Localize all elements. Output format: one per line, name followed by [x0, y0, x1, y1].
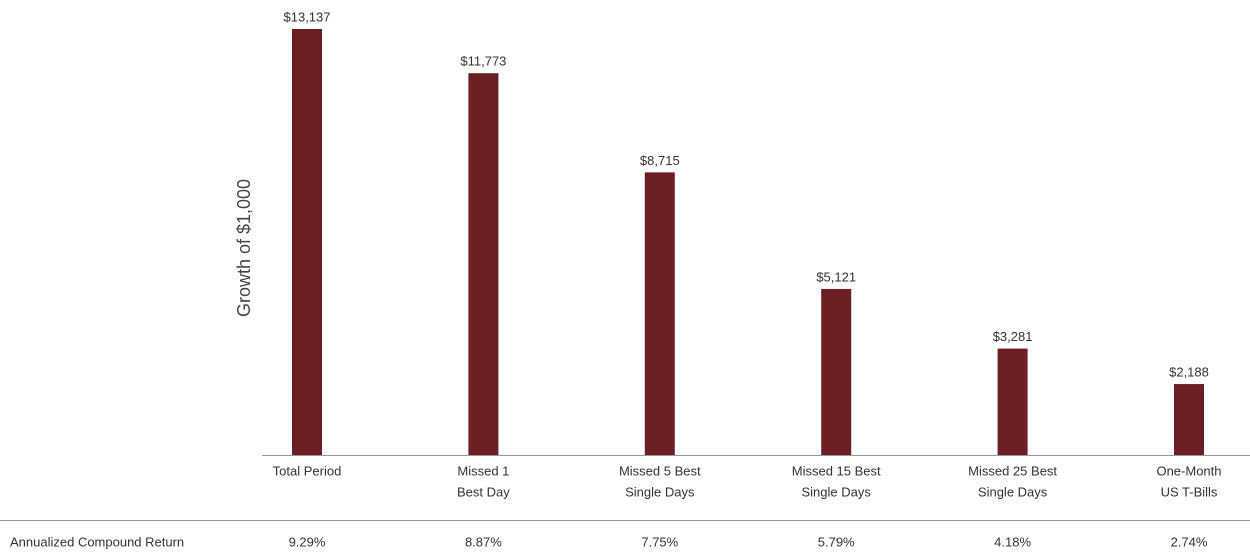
bar: [1174, 384, 1204, 455]
bar: [644, 172, 675, 455]
value-label: $11,773: [460, 54, 506, 69]
return-value: 2.74%: [1171, 534, 1208, 549]
x-tick-label: US T-Bills: [1161, 484, 1218, 499]
value-label: $2,188: [1169, 364, 1209, 379]
return-value: 9.29%: [289, 534, 326, 549]
y-axis-title: Growth of $1,000: [234, 179, 254, 317]
x-tick-label: Missed 5 Best: [619, 463, 701, 478]
bar: [821, 288, 852, 455]
return-value: 8.87%: [465, 534, 502, 549]
returns-row-label: Annualized Compound Return: [10, 534, 184, 549]
bar: [292, 28, 322, 455]
x-tick-label: Missed 25 Best: [968, 463, 1057, 478]
x-tick-label: Total Period: [273, 463, 342, 478]
x-tick-label: Best Day: [457, 484, 510, 499]
return-value: 5.79%: [818, 534, 855, 549]
x-tick-label: One-Month: [1156, 463, 1221, 478]
x-tick-label: Single Days: [978, 484, 1048, 499]
return-value: 7.75%: [641, 534, 678, 549]
return-value: 4.18%: [994, 534, 1031, 549]
bar: [468, 73, 499, 455]
value-label: $5,121: [816, 269, 856, 284]
value-label: $8,715: [640, 153, 680, 168]
bar: [997, 348, 1028, 455]
x-tick-label: Single Days: [802, 484, 872, 499]
value-label: $3,281: [993, 329, 1033, 344]
value-label: $13,137: [284, 9, 331, 24]
x-tick-label: Missed 15 Best: [792, 463, 881, 478]
x-tick-label: Single Days: [625, 484, 695, 499]
x-tick-label: Missed 1: [457, 463, 509, 478]
